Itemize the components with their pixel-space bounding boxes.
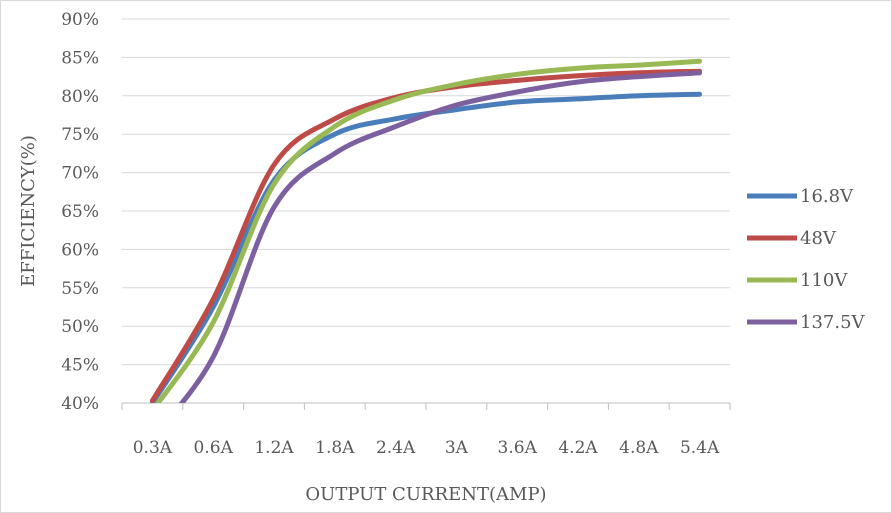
series-line-48V	[149, 68, 703, 403]
y-tick-label: 65%	[61, 202, 99, 222]
x-tick-label: 2.4A	[376, 438, 416, 458]
x-tick-label: 4.2A	[558, 438, 598, 458]
y-tick-label: 40%	[61, 394, 99, 414]
legend-label: 48V	[800, 228, 837, 249]
legend-label: 137.5V	[800, 312, 866, 333]
tick-labels: 40% 45% 50% 55% 60% 65% 70% 75% 80% 85% 90% 0.3A 0.6…	[61, 10, 720, 458]
x-tick-label: 5.4A	[680, 438, 720, 458]
y-tick-label: 90%	[61, 10, 99, 30]
y-tick-label: 45%	[61, 356, 99, 376]
legend-label: 110V	[800, 270, 848, 291]
series-lines	[149, 58, 703, 403]
x-axis-title: OUTPUT CURRENT(AMP)	[305, 484, 546, 505]
legend-label: 16.8V	[800, 186, 854, 207]
x-tick-label: 3.6A	[498, 438, 538, 458]
y-tick-label: 70%	[61, 164, 99, 184]
series-line-16.8V	[149, 91, 703, 403]
y-tick-label: 50%	[61, 317, 99, 337]
x-tick-label: 0.6A	[194, 438, 234, 458]
axes	[121, 402, 731, 410]
x-tick-label: 4.8A	[619, 438, 659, 458]
x-tick-label: 1.2A	[254, 438, 294, 458]
y-axis-title: EFFICIENCY(%)	[18, 135, 39, 287]
series-line-110V	[154, 58, 703, 403]
x-tick-label: 3A	[445, 438, 469, 458]
y-tick-label: 85%	[61, 48, 99, 68]
x-tick-label: 0.3A	[133, 438, 173, 458]
legend: 16.8V 48V 110V 137.5V	[747, 186, 866, 333]
y-tick-label: 55%	[61, 279, 99, 299]
y-tick-label: 75%	[61, 125, 99, 145]
x-tick-label: 1.8A	[315, 438, 355, 458]
y-tick-label: 80%	[61, 87, 99, 107]
y-tick-label: 60%	[61, 240, 99, 260]
series-line-137.5V	[178, 70, 703, 403]
